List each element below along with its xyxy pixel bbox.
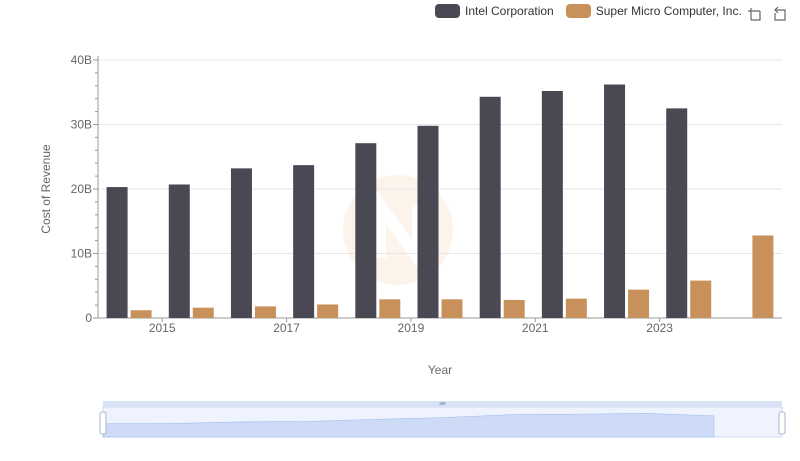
zoom-track xyxy=(102,406,783,438)
legend-item-supermicro[interactable]: Super Micro Computer, Inc. xyxy=(565,4,742,18)
zoom-handle-right xyxy=(778,411,786,435)
y-axis-title: Cost of Revenue xyxy=(39,144,53,234)
bar-supermicro xyxy=(503,299,525,318)
bar-supermicro xyxy=(441,299,463,318)
zoom-icon[interactable] xyxy=(746,6,762,22)
bar-intel xyxy=(106,187,128,318)
legend-label-intel: Intel Corporation xyxy=(465,4,554,18)
y-tick-label: 10B xyxy=(71,247,92,261)
zoom-handle-left xyxy=(99,411,107,435)
x-tick-label: 2015 xyxy=(149,321,176,335)
bar-supermicro xyxy=(628,289,650,318)
bar-intel xyxy=(666,108,688,318)
legend-label-supermicro: Super Micro Computer, Inc. xyxy=(595,4,742,18)
bar-intel xyxy=(604,84,626,318)
watermark xyxy=(343,175,453,285)
legend-swatch-intel xyxy=(435,4,460,18)
bar-supermicro xyxy=(130,310,152,318)
zoom-drag-grip xyxy=(439,402,446,405)
y-tick-label: 20B xyxy=(71,182,92,196)
x-tick-label: 2023 xyxy=(646,321,673,335)
bar-supermicro xyxy=(254,306,276,318)
bar-intel xyxy=(293,165,315,318)
bar-intel xyxy=(168,184,190,318)
bar-supermicro xyxy=(317,304,339,318)
bar-supermicro xyxy=(192,307,214,318)
x-tick-label: 2017 xyxy=(273,321,300,335)
axis-labels: 0 10B 20B 30B 40B 2015 2017 2019 2021 2023 xyxy=(71,53,674,335)
bar-supermicro xyxy=(690,280,712,318)
zoom-top-bar xyxy=(103,401,782,407)
toolbox xyxy=(746,6,788,22)
x-tick-label: 2021 xyxy=(522,321,549,335)
bar-intel xyxy=(541,90,563,319)
bar-intel xyxy=(479,96,501,318)
bar-intel xyxy=(417,125,439,318)
x-axis-title: Year xyxy=(428,363,452,377)
x-tick-label: 2019 xyxy=(398,321,425,335)
bar-supermicro xyxy=(565,298,587,318)
data-zoom-slider[interactable] xyxy=(99,401,786,438)
legend: Intel Corporation Super Micro Computer, … xyxy=(435,4,754,18)
bar-intel xyxy=(355,143,377,318)
y-tick-label: 0 xyxy=(85,311,92,325)
legend-swatch-supermicro xyxy=(565,4,591,18)
zoom-preview xyxy=(102,413,715,438)
bar-intel xyxy=(230,168,252,318)
y-tick-label: 40B xyxy=(71,53,92,67)
bar-supermicro xyxy=(379,299,401,318)
bars xyxy=(106,84,774,319)
bar-supermicro xyxy=(752,235,774,318)
legend-item-intel[interactable]: Intel Corporation xyxy=(435,4,554,18)
restore-icon[interactable] xyxy=(772,6,788,22)
y-tick-label: 30B xyxy=(71,118,92,132)
grid-lines xyxy=(98,59,782,254)
axes xyxy=(93,56,782,322)
